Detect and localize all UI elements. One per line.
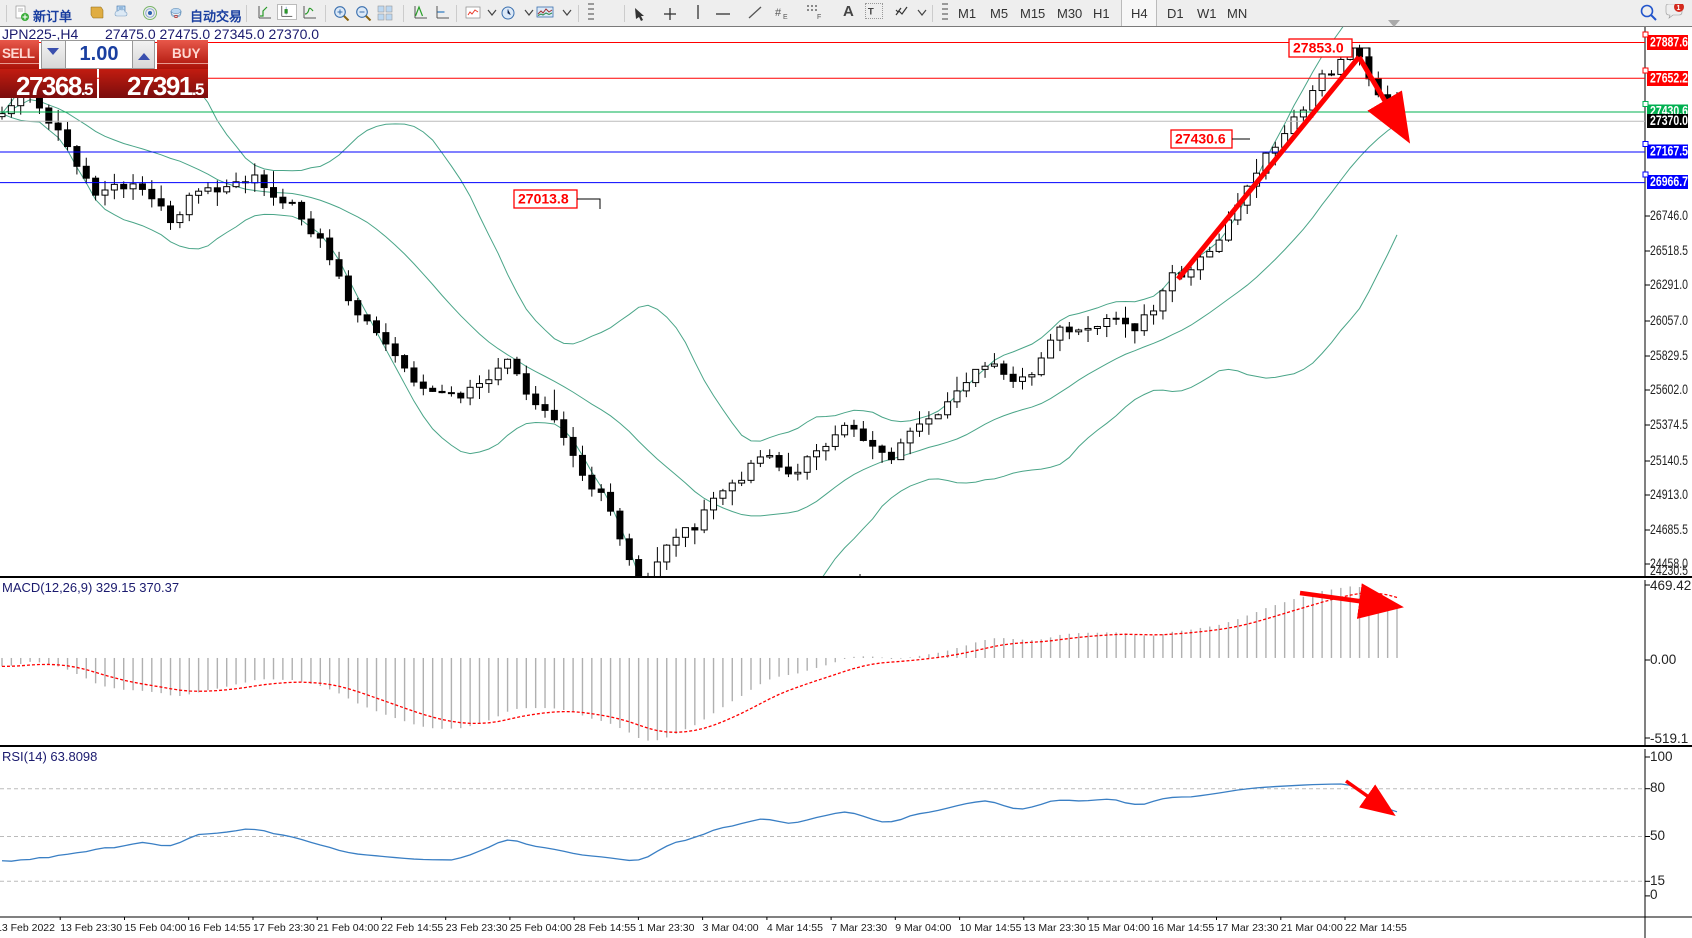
svg-text:27013.8: 27013.8 [518,191,569,207]
svg-text:25 Feb 04:00: 25 Feb 04:00 [510,922,572,934]
svg-text:7 Mar 23:30: 7 Mar 23:30 [831,922,887,934]
svg-text:27370.0: 27370.0 [1650,113,1688,128]
svg-text:25602.0: 25602.0 [1650,382,1688,397]
svg-text:24685.5: 24685.5 [1650,522,1688,537]
svg-text:27430.6: 27430.6 [1175,131,1226,147]
svg-text:100: 100 [1650,749,1673,764]
svg-text:22 Mar 14:55: 22 Mar 14:55 [1345,922,1407,934]
svg-text:1: 1 [1677,5,1681,12]
svg-text:24913.0: 24913.0 [1650,487,1688,502]
svg-text:RSI(14) 63.8098: RSI(14) 63.8098 [2,749,97,764]
svg-text:28 Feb 14:55: 28 Feb 14:55 [574,922,636,934]
svg-text:F: F [817,14,821,19]
svg-text:#: # [775,7,782,19]
svg-text:13 Feb 2022: 13 Feb 2022 [0,922,55,934]
svg-text:27652.2: 27652.2 [1650,71,1688,86]
svg-text:25829.5: 25829.5 [1650,348,1688,363]
svg-text:25374.5: 25374.5 [1650,417,1688,432]
svg-text:26291.0: 26291.0 [1650,277,1688,292]
svg-text:26057.0: 26057.0 [1650,313,1688,328]
svg-text:3 Mar 04:00: 3 Mar 04:00 [703,922,759,934]
svg-text:23 Feb 23:30: 23 Feb 23:30 [446,922,508,934]
svg-text:80: 80 [1650,780,1665,795]
svg-text:21 Mar 04:00: 21 Mar 04:00 [1281,922,1343,934]
svg-text:0.00: 0.00 [1650,652,1676,667]
svg-text:21 Feb 04:00: 21 Feb 04:00 [317,922,379,934]
svg-text:17 Mar 23:30: 17 Mar 23:30 [1217,922,1279,934]
svg-text:26518.5: 26518.5 [1650,243,1688,258]
svg-text:24230.5: 24230.5 [1650,563,1688,578]
svg-text:22 Feb 14:55: 22 Feb 14:55 [381,922,443,934]
svg-text:469.42: 469.42 [1650,580,1691,593]
svg-text:50: 50 [1650,828,1665,843]
svg-text:13 Feb 23:30: 13 Feb 23:30 [60,922,122,934]
svg-text:15 Mar 04:00: 15 Mar 04:00 [1088,922,1150,934]
svg-text:1 Mar 23:30: 1 Mar 23:30 [638,922,694,934]
svg-text:13 Mar 23:30: 13 Mar 23:30 [1024,922,1086,934]
svg-text:-519.1: -519.1 [1650,731,1688,746]
svg-text:MACD(12,26,9) 329.15 370.37: MACD(12,26,9) 329.15 370.37 [2,580,179,595]
svg-text:15: 15 [1650,873,1665,888]
svg-text:E: E [783,14,788,19]
svg-text:25140.5: 25140.5 [1650,453,1688,468]
svg-text:26966.7: 26966.7 [1650,174,1688,189]
svg-text:17 Feb 23:30: 17 Feb 23:30 [253,922,315,934]
svg-text:16 Mar 14:55: 16 Mar 14:55 [1152,922,1214,934]
svg-text:27167.5: 27167.5 [1650,144,1688,159]
svg-text:9 Mar 04:00: 9 Mar 04:00 [895,922,951,934]
svg-text:15 Feb 04:00: 15 Feb 04:00 [125,922,187,934]
svg-text:0: 0 [1650,887,1658,902]
svg-text:27887.6: 27887.6 [1650,35,1688,50]
svg-text:27853.0: 27853.0 [1293,40,1344,56]
svg-text:26746.0: 26746.0 [1650,208,1688,223]
svg-text:16 Feb 14:55: 16 Feb 14:55 [189,922,251,934]
svg-text:T: T [868,7,874,18]
svg-text:10 Mar 14:55: 10 Mar 14:55 [960,922,1022,934]
svg-text:4 Mar 14:55: 4 Mar 14:55 [767,922,823,934]
